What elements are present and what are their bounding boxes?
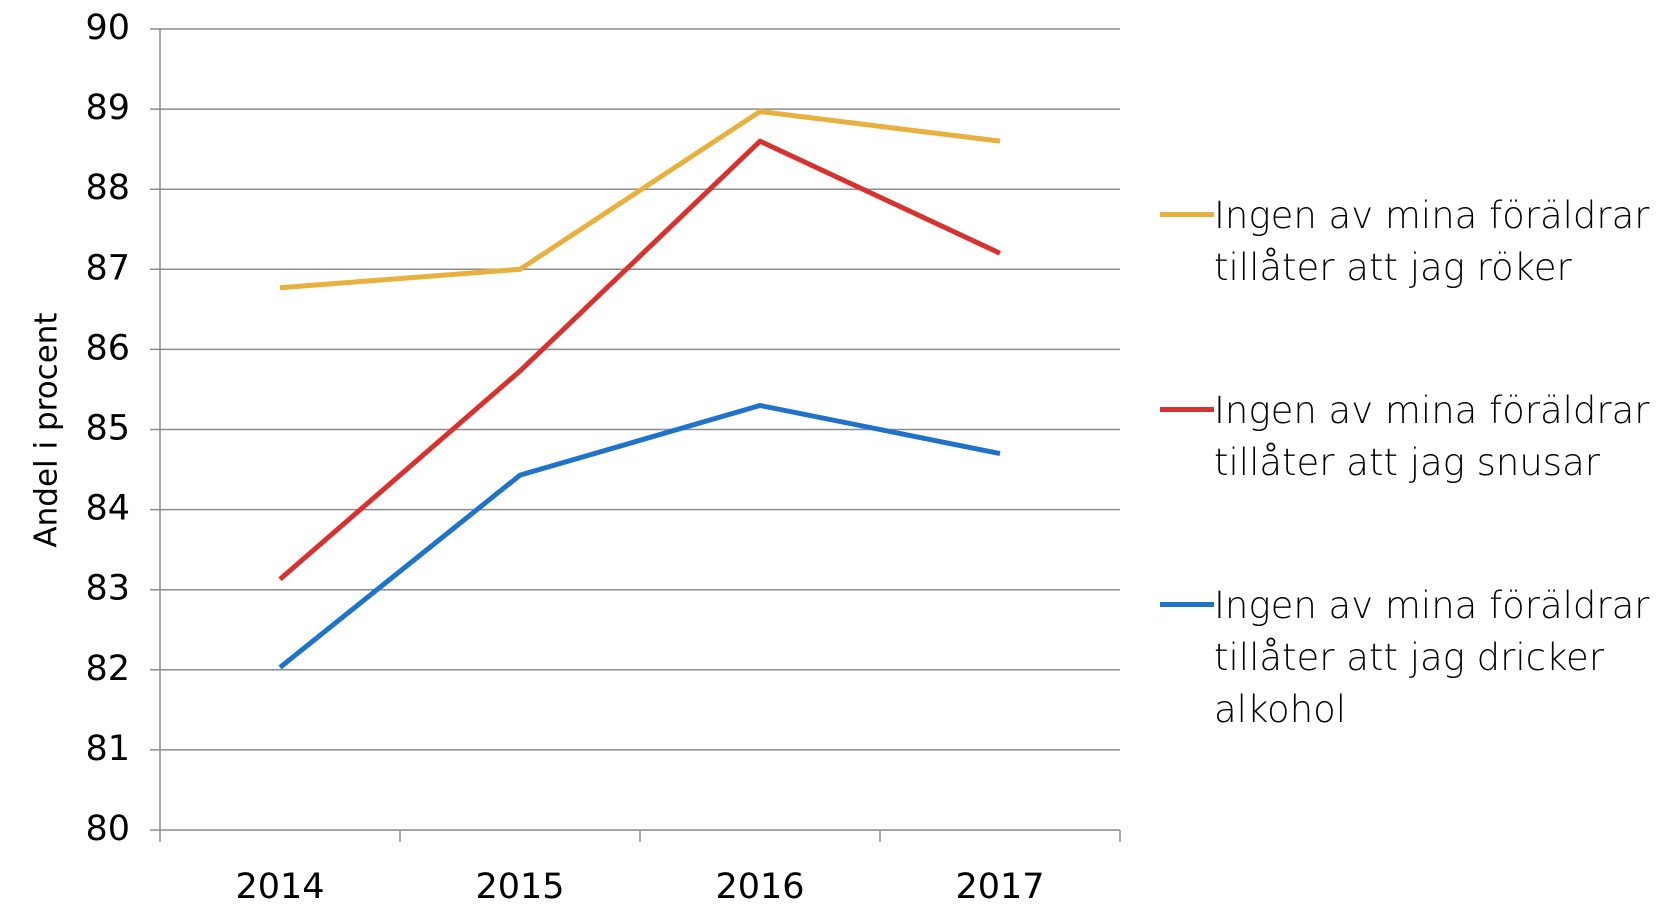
y-tick-label: 85 bbox=[85, 409, 130, 449]
x-tick-label: 2015 bbox=[475, 867, 564, 907]
y-tick-label: 90 bbox=[85, 8, 130, 48]
legend-item: Ingen av mina föräldrar tillåter att jag… bbox=[1160, 580, 1674, 736]
line-series bbox=[278, 402, 1001, 670]
y-tick-label: 83 bbox=[85, 569, 130, 609]
legend-swatch bbox=[1160, 212, 1214, 217]
y-tick-label: 87 bbox=[85, 248, 130, 288]
legend-label: Ingen av mina föräldrar tillåter att jag… bbox=[1214, 584, 1650, 731]
y-tick-label: 81 bbox=[85, 729, 130, 769]
y-tick-label: 89 bbox=[85, 88, 130, 128]
line-series bbox=[278, 138, 1002, 582]
legend-swatch bbox=[1160, 407, 1214, 412]
y-tick-label: 84 bbox=[85, 489, 130, 529]
y-axis-label: Andel i procent bbox=[29, 312, 65, 547]
legend-label: Ingen av mina föräldrar tillåter att jag… bbox=[1214, 194, 1650, 289]
y-tick-label: 88 bbox=[85, 168, 130, 208]
legend-item: Ingen av mina föräldrar tillåter att jag… bbox=[1160, 190, 1674, 294]
y-tick-label: 80 bbox=[85, 809, 130, 849]
x-tick-label: 2016 bbox=[715, 867, 804, 907]
x-tick-label: 2014 bbox=[235, 867, 324, 907]
y-tick-label: 82 bbox=[85, 649, 130, 689]
x-tick-label: 2017 bbox=[955, 867, 1044, 907]
line-series bbox=[279, 109, 1001, 291]
legend-label: Ingen av mina föräldrar tillåter att jag… bbox=[1214, 389, 1650, 484]
y-tick-label: 86 bbox=[85, 328, 130, 368]
legend-item: Ingen av mina föräldrar tillåter att jag… bbox=[1160, 385, 1674, 489]
legend-swatch bbox=[1160, 602, 1214, 607]
